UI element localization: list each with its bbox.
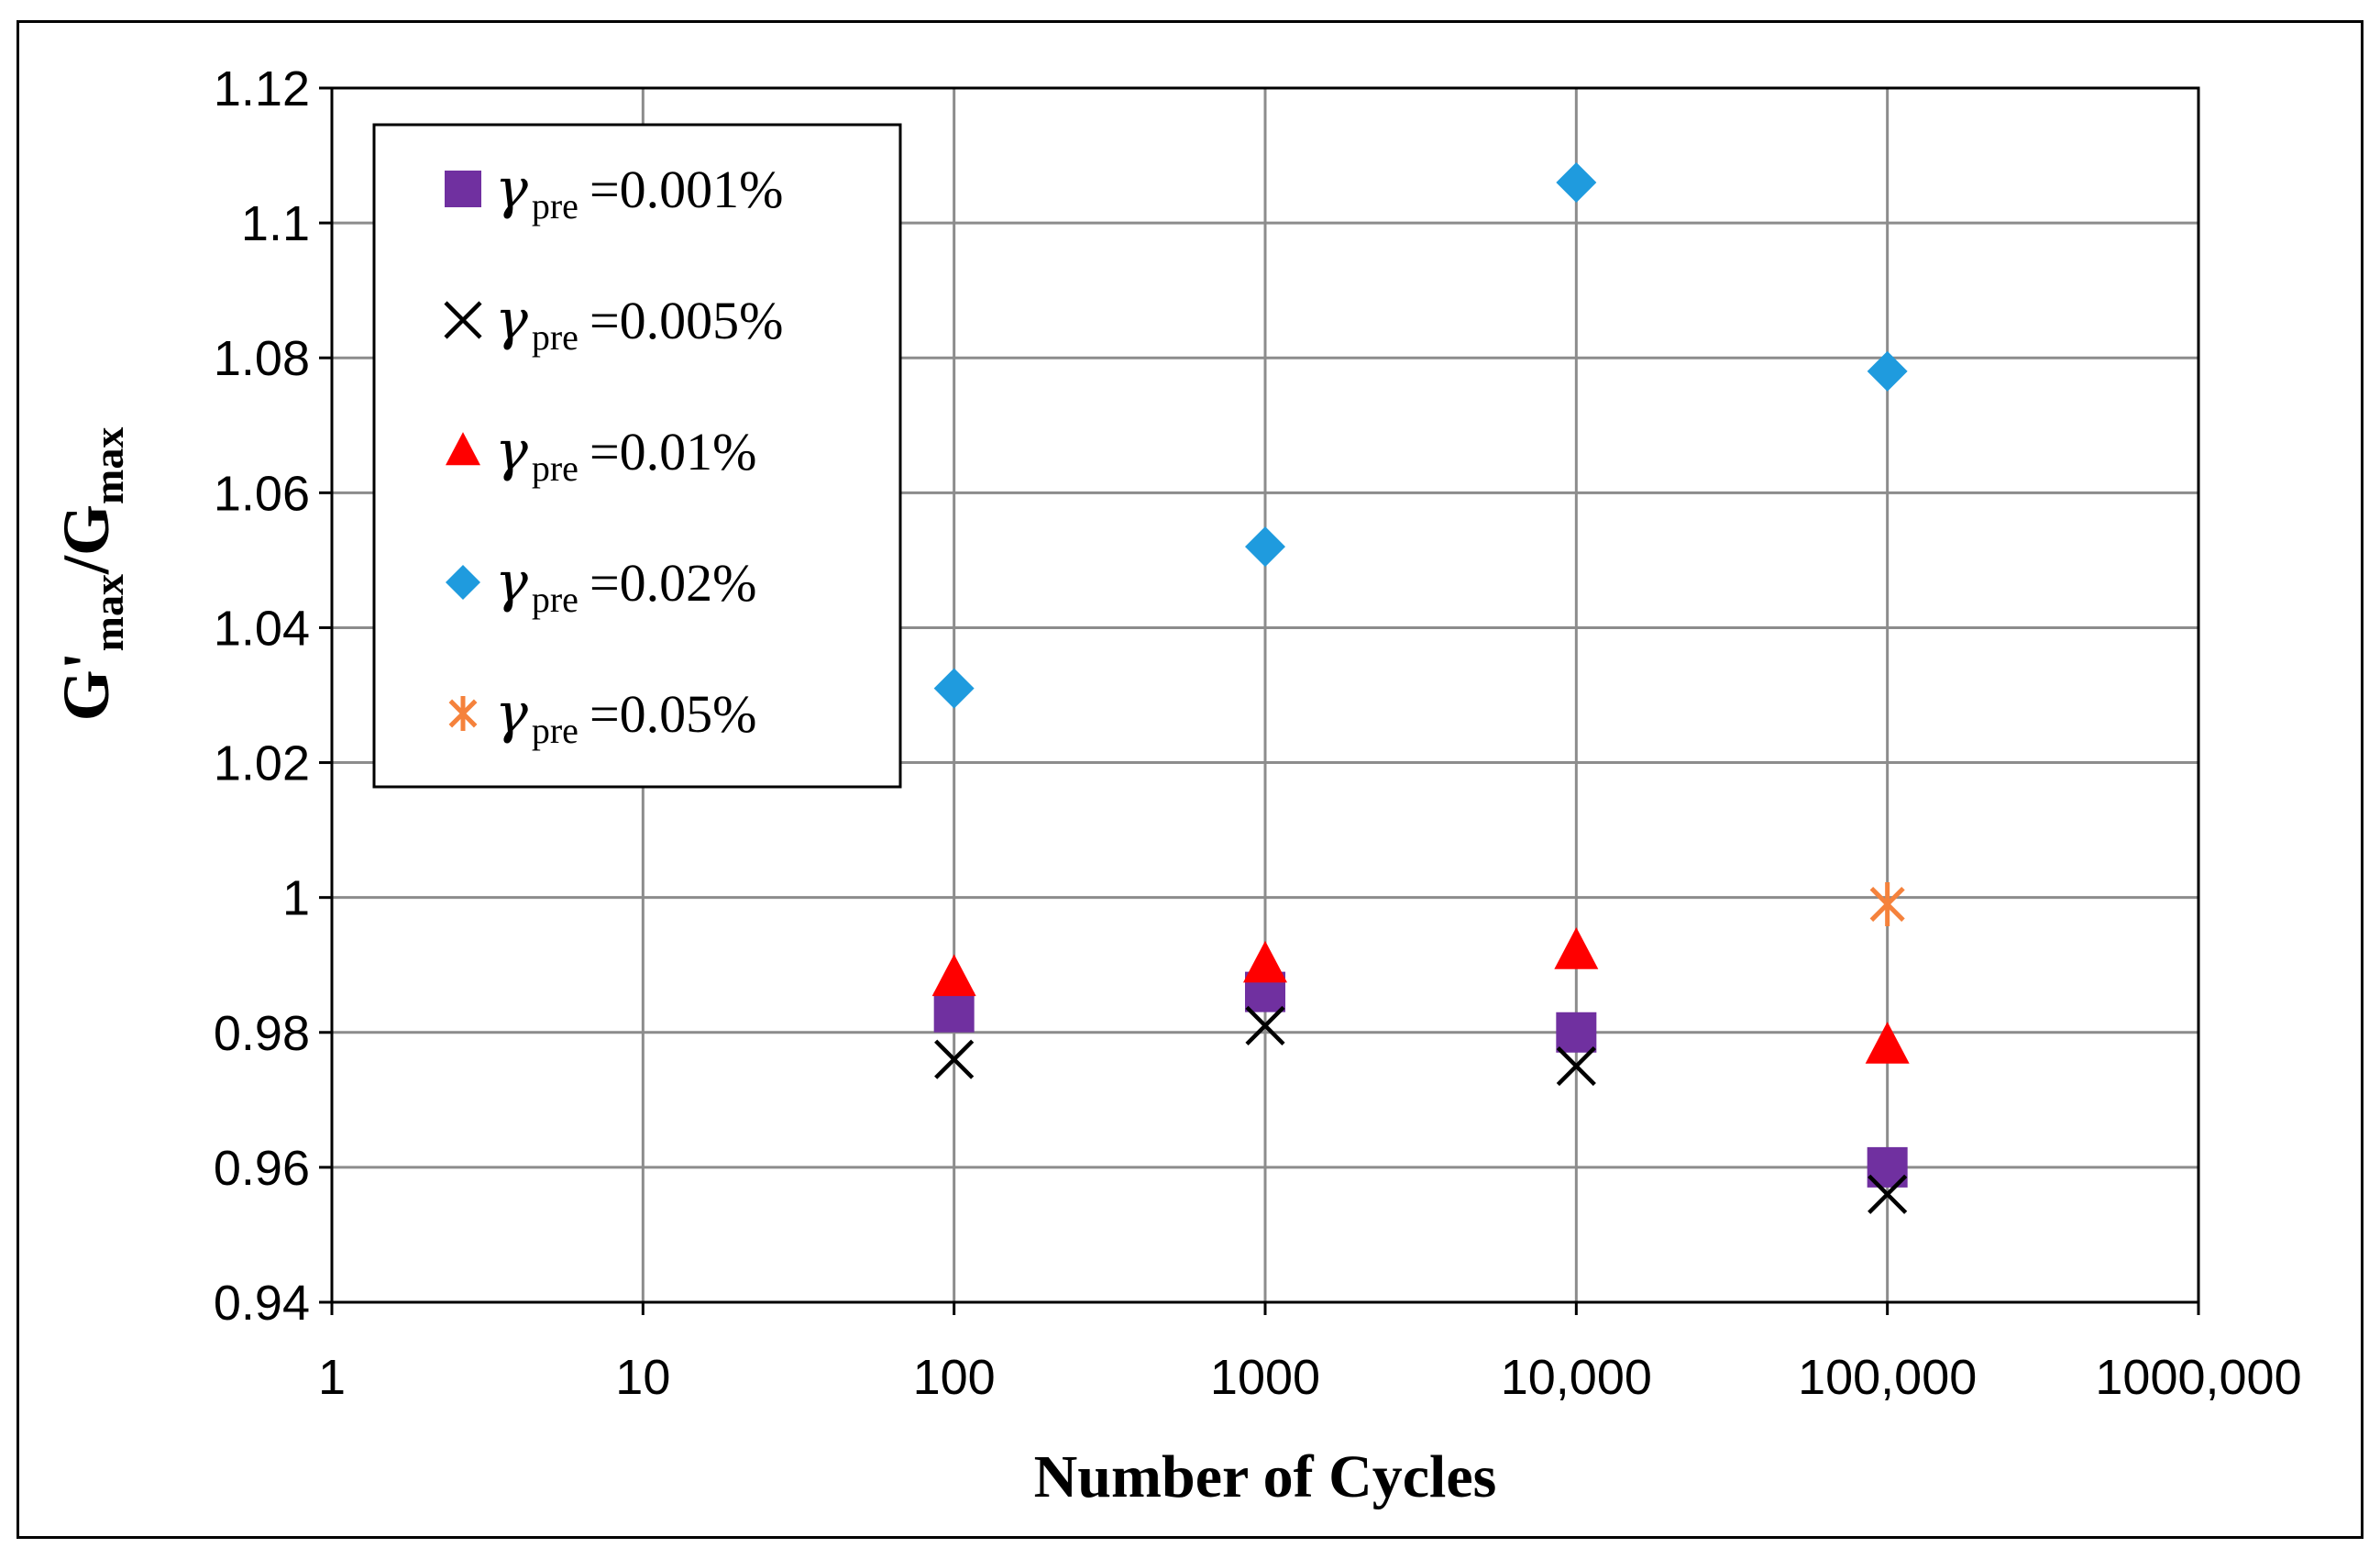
x-tick-label: 10	[615, 1350, 670, 1405]
y-title-numerator: G'	[50, 651, 123, 721]
x-axis-title: Number of Cycles	[1034, 1443, 1497, 1510]
y-tick-label: 1.08	[214, 331, 310, 386]
data-point-square	[1556, 1012, 1597, 1053]
data-point-diamond	[1556, 161, 1597, 203]
data-point-triangle	[1865, 1022, 1910, 1064]
y-tick-labels: 0.94 0.96 0.98 1 1.02 1.04 1.06 1.08 1.1 1.12	[214, 61, 310, 1331]
legend-entries: γ pre =0.001% γ pre =0.005% γ pre =0.01% γ pre =0.0…	[444, 157, 783, 751]
data-point-diamond	[1245, 526, 1285, 568]
y-title-separator: /	[50, 555, 123, 575]
data-point-asterisk	[1869, 882, 1905, 927]
x-tick-label: 1000,000	[2095, 1350, 2301, 1405]
data-point-diamond	[1867, 350, 1908, 392]
data-point-x	[1556, 1045, 1596, 1087]
y-title-denominator: G	[50, 504, 123, 556]
legend-label: γ pre =0.05%	[495, 681, 756, 751]
data-point-x	[1868, 1174, 1908, 1214]
y-axis-title: G'max/Gmax	[50, 427, 132, 722]
data-point-diamond	[933, 668, 975, 709]
x-tick-labels: 1 10 100 1000 10,000 100,000 1000,000	[318, 1350, 2302, 1405]
legend-label: γ pre =0.02%	[495, 550, 756, 620]
y-tick-label: 1.12	[214, 61, 310, 116]
x-tick-label: 100	[913, 1350, 996, 1405]
y-tick-label: 1.04	[214, 601, 310, 656]
y-title-numerator-sub: max	[85, 574, 132, 651]
legend-marker-diamond	[446, 565, 480, 600]
legend-label: γ pre =0.005%	[495, 288, 783, 358]
x-tick-label: 1	[318, 1350, 346, 1405]
legend-label: γ pre =0.01%	[495, 419, 756, 489]
data-point-x	[934, 1039, 975, 1079]
y-title-denominator-sub: max	[85, 427, 132, 504]
data-point-triangle	[1554, 927, 1599, 969]
y-tick-label: 1	[282, 871, 310, 926]
data-point-triangle	[931, 954, 976, 997]
y-tick-label: 0.96	[214, 1141, 310, 1196]
data-point-square	[933, 991, 975, 1033]
data-point-x	[1245, 1005, 1285, 1046]
legend-marker-x	[444, 301, 482, 339]
legend-label: γ pre =0.001%	[495, 157, 783, 227]
x-tick-label: 10,000	[1501, 1350, 1652, 1405]
legend-marker-triangle	[446, 432, 480, 466]
y-tick-label: 0.94	[214, 1276, 310, 1331]
data-point-triangle	[1243, 940, 1287, 983]
legend: γ pre =0.001% γ pre =0.005% γ pre =0.01% γ pre =0.0…	[372, 123, 902, 789]
legend-marker-square	[445, 171, 481, 207]
y-tick-label: 0.98	[214, 1006, 310, 1061]
y-tick-label: 1.1	[241, 196, 310, 251]
x-tick-label: 1000	[1210, 1350, 1320, 1405]
data-points	[931, 161, 1910, 1214]
axis-ticks	[319, 86, 2200, 1315]
legend-marker-asterisk	[448, 696, 478, 731]
y-tick-label: 1.02	[214, 736, 310, 791]
y-tick-label: 1.06	[214, 466, 310, 521]
x-tick-label: 100,000	[1798, 1350, 1977, 1405]
